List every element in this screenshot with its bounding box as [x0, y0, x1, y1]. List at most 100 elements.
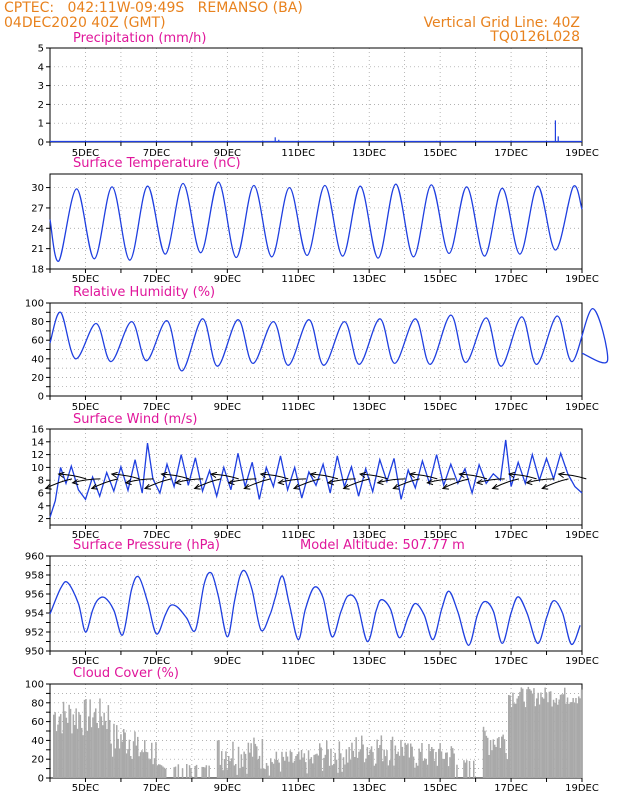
- cloud-bar: [228, 756, 230, 778]
- cloud-bar: [466, 760, 468, 778]
- x-tick-label: 13DEC: [352, 783, 386, 794]
- x-tick-label: 19DEC: [565, 274, 599, 285]
- y-tick-label: 20: [31, 755, 44, 766]
- cloud-bar: [432, 748, 434, 778]
- y-tick-label: 2: [38, 514, 44, 525]
- cloud-bar: [327, 749, 329, 778]
- wind-arrow-head: [110, 471, 118, 479]
- cloud-bar: [278, 762, 280, 778]
- cloud-bar: [572, 698, 574, 778]
- cloud-bar: [565, 703, 567, 778]
- precip-bar: [503, 141, 505, 142]
- cloud-bar: [138, 756, 140, 778]
- x-tick-label: 5DEC: [72, 656, 99, 667]
- wind-arrow: [71, 478, 101, 486]
- plot-frame: [49, 47, 583, 143]
- cloud-bar: [527, 686, 530, 778]
- y-tick-label: 960: [25, 552, 44, 563]
- wind-arrow: [243, 478, 271, 490]
- cloud-bar: [516, 698, 518, 778]
- cloud-bar: [415, 762, 418, 778]
- panel-cloud-cover: [46, 683, 583, 782]
- cloud-bar: [576, 703, 579, 778]
- y-tick-label: 5: [38, 44, 44, 55]
- x-tick-label: 15DEC: [423, 530, 457, 541]
- cloud-bar: [323, 757, 325, 778]
- wind-arrow-head: [541, 483, 549, 490]
- cloud-bar: [337, 772, 339, 778]
- cloud-bar: [246, 773, 248, 778]
- cloud-bar: [463, 760, 465, 778]
- cloud-bar: [555, 698, 558, 778]
- cloud-bar: [181, 768, 184, 778]
- y-tick-label: 80: [31, 317, 44, 328]
- cloud-bar: [452, 748, 454, 778]
- pressure-series: [49, 569, 581, 646]
- cloud-bar: [222, 770, 224, 778]
- cloud-bar: [436, 765, 439, 778]
- wind-arrow-shaft: [442, 478, 470, 489]
- wind-arrow: [541, 478, 569, 490]
- cloud-bar: [85, 699, 87, 778]
- humidity-series: [49, 307, 609, 372]
- wind-arrow-head: [441, 483, 449, 490]
- cloud-bar: [328, 765, 331, 778]
- cloud-bar: [519, 691, 521, 778]
- wind-arrow: [193, 478, 222, 490]
- cloud-bar: [110, 743, 112, 778]
- cloud-bar: [365, 758, 367, 778]
- precip-bar: [435, 140, 438, 142]
- cloud-bar: [295, 756, 297, 778]
- y-tick-label: 100: [25, 299, 44, 310]
- cloud-bar: [425, 759, 427, 778]
- cloud-bar: [117, 738, 119, 778]
- cloud-bar: [312, 763, 314, 778]
- cloud-bar: [123, 729, 125, 778]
- x-tick-label: 9DEC: [214, 402, 241, 413]
- cloud-bar: [393, 765, 395, 778]
- cloud-bar: [414, 767, 416, 778]
- cloud-bar: [237, 746, 240, 778]
- cloud-bar: [64, 711, 66, 778]
- cloud-bar: [309, 759, 311, 778]
- cloud-bar: [146, 752, 149, 778]
- wind-arrow-head: [475, 479, 483, 486]
- cloud-bar: [89, 699, 91, 778]
- cloud-bar: [345, 749, 348, 778]
- cloud-bar: [411, 746, 413, 778]
- cloud-bar: [310, 757, 313, 778]
- cloud-bar: [313, 754, 315, 778]
- cloud-bar: [484, 730, 486, 778]
- cloud-bar: [522, 688, 524, 778]
- cloud-bar: [124, 732, 126, 778]
- model-altitude-label: Model Altitude: 507.77 m: [300, 538, 465, 553]
- cloud-bar: [268, 775, 271, 778]
- cloud-bar: [317, 755, 320, 778]
- cloud-bar: [523, 701, 525, 778]
- cloud-bar: [580, 689, 583, 778]
- x-tick-label: 9DEC: [214, 148, 241, 159]
- cloud-bar: [230, 758, 233, 778]
- cloud-bar: [83, 699, 86, 778]
- wind-arrow: [259, 471, 289, 480]
- wind-arrow-shaft: [310, 473, 339, 480]
- cloud-bar: [58, 716, 61, 778]
- cloud-bar: [111, 756, 114, 778]
- wind-arrow: [392, 478, 420, 490]
- x-tick-label: 7DEC: [143, 402, 170, 413]
- y-tick-label: 0: [38, 138, 44, 149]
- cloud-bar: [113, 723, 115, 778]
- wind-arrow: [441, 478, 470, 490]
- cloud-bar: [71, 733, 73, 778]
- cloud-bar: [205, 765, 208, 778]
- cloud-bar: [520, 687, 523, 778]
- cloud-bar: [440, 751, 443, 778]
- x-tick-label: 19DEC: [565, 402, 599, 413]
- cloud-bar: [389, 760, 391, 778]
- cloud-bar: [369, 749, 371, 778]
- cloud-bar: [335, 759, 338, 778]
- wind-arrow: [209, 471, 239, 480]
- wind-arrow-shaft: [111, 473, 140, 480]
- wind-arrow-shaft: [427, 478, 456, 484]
